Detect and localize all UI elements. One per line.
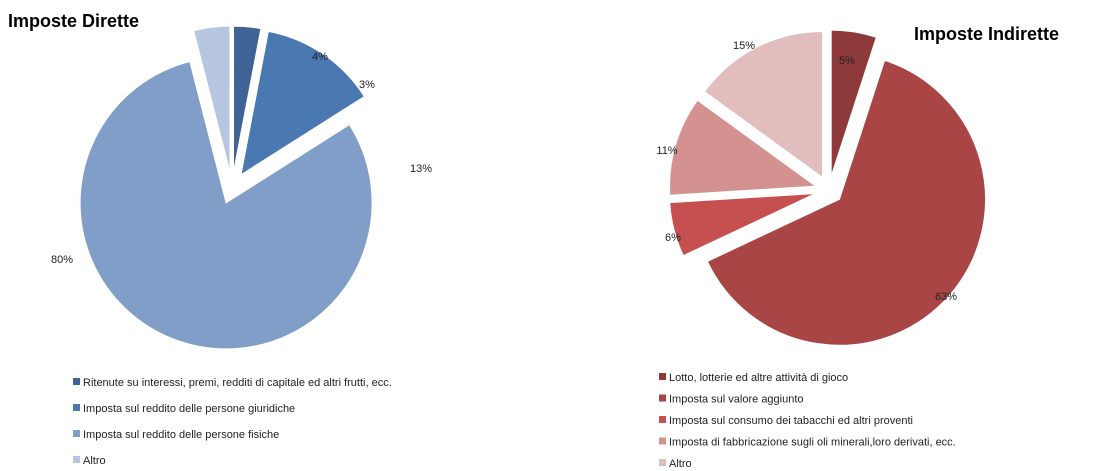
legend-swatch-indirect-3 <box>659 437 666 445</box>
pie-label-direct-2: 80% <box>51 254 73 266</box>
pie-label-indirect-0: 5% <box>839 55 855 67</box>
legend-swatch-indirect-2 <box>659 416 666 423</box>
pie-label-direct-0: 3% <box>359 79 375 91</box>
legend-item-direct-2: Imposta sul reddito delle persone fisich… <box>73 429 279 441</box>
legend-label-direct-1: Imposta sul reddito delle persone giurid… <box>83 403 295 415</box>
pie-slice-indirect-imposta-sul-consumo-dei-tabacchi-ed-altr <box>669 192 816 257</box>
legend-item-indirect-2: Imposta sul consumo dei tabacchi ed altr… <box>659 415 913 427</box>
pie-label-indirect-2: 6% <box>665 232 681 244</box>
legend-direct: Ritenute su interessi, premi, redditi di… <box>73 377 392 467</box>
pie-labels-indirect: 5% 63% 6% 11% 15% <box>656 40 957 303</box>
pie-chart-direct-taxes: Imposte Dirette 3% 13% 80% 4% Ritenute su i… <box>8 11 432 467</box>
legend-label-direct-2: Imposta sul reddito delle persone fisich… <box>83 429 279 441</box>
legend-swatch-direct-2 <box>73 430 80 437</box>
pie-label-direct-1: 13% <box>410 163 432 175</box>
pie-slice-direct-imposta-sul-reddito-delle-persone-giurid <box>240 30 365 176</box>
legend-item-indirect-3: Imposta di fabbricazione sugli oli miner… <box>659 437 956 449</box>
pie-label-indirect-1: 63% <box>935 291 957 303</box>
pie-label-indirect-4: 15% <box>733 40 755 52</box>
pie-chart-indirect-taxes: Imposte Indirette 5% 63% 6% 11% 15% Lotto, l… <box>656 24 1059 470</box>
legend-label-direct-0: Ritenute su interessi, premi, redditi di… <box>83 377 392 389</box>
pie-slices-indirect <box>669 29 986 346</box>
pie-slice-direct-ritenute-su-interessi-premi-redditi-di-c <box>233 25 262 173</box>
legend-label-indirect-0: Lotto, lotterie ed altre attività di gio… <box>669 372 848 384</box>
legend-label-indirect-2: Imposta sul consumo dei tabacchi ed altr… <box>669 415 913 427</box>
pie-slice-indirect-altro <box>703 31 824 179</box>
legend-swatch-indirect-4 <box>659 459 666 466</box>
pie-label-indirect-3: 11% <box>656 145 677 157</box>
legend-swatch-direct-1 <box>73 404 80 411</box>
pie-slice-indirect-imposta-sul-valore-aggiunto <box>706 59 986 346</box>
legend-swatch-direct-3 <box>73 456 80 463</box>
legend-indirect: Lotto, lotterie ed altre attività di gio… <box>659 372 956 470</box>
legend-swatch-direct-0 <box>73 378 80 385</box>
legend-label-indirect-3: Imposta di fabbricazione sugli oli miner… <box>669 437 956 449</box>
legend-swatch-indirect-0 <box>659 373 666 380</box>
chart-title-indirect: Imposte Indirette <box>914 24 1059 44</box>
legend-label-indirect-1: Imposta sul valore aggiunto <box>669 394 804 406</box>
legend-item-indirect-0: Lotto, lotterie ed altre attività di gio… <box>659 372 848 384</box>
pie-slices-direct <box>79 25 373 350</box>
legend-item-indirect-1: Imposta sul valore aggiunto <box>659 394 804 406</box>
pie-slice-direct-altro <box>193 25 231 173</box>
pie-label-direct-3: 4% <box>312 51 328 63</box>
legend-item-direct-3: Altro <box>73 455 106 467</box>
legend-swatch-indirect-1 <box>659 394 666 402</box>
legend-label-direct-3: Altro <box>83 455 106 467</box>
chart-title-direct: Imposte Dirette <box>8 11 139 31</box>
pie-labels-direct: 3% 13% 80% 4% <box>51 51 432 266</box>
legend-item-direct-0: Ritenute su interessi, premi, redditi di… <box>73 377 392 389</box>
legend-item-direct-1: Imposta sul reddito delle persone giurid… <box>73 403 295 415</box>
pie-slice-indirect-imposta-di-fabbricazione-sugli-oli-miner <box>669 99 817 196</box>
legend-item-indirect-4: Altro <box>659 458 692 470</box>
pie-slice-indirect-lotto-lotterie-ed-altre-attivita-di-gioc <box>830 29 877 177</box>
legend-label-indirect-4: Altro <box>669 458 692 470</box>
pie-slice-direct-imposta-sul-reddito-delle-persone-fisich <box>79 60 373 350</box>
